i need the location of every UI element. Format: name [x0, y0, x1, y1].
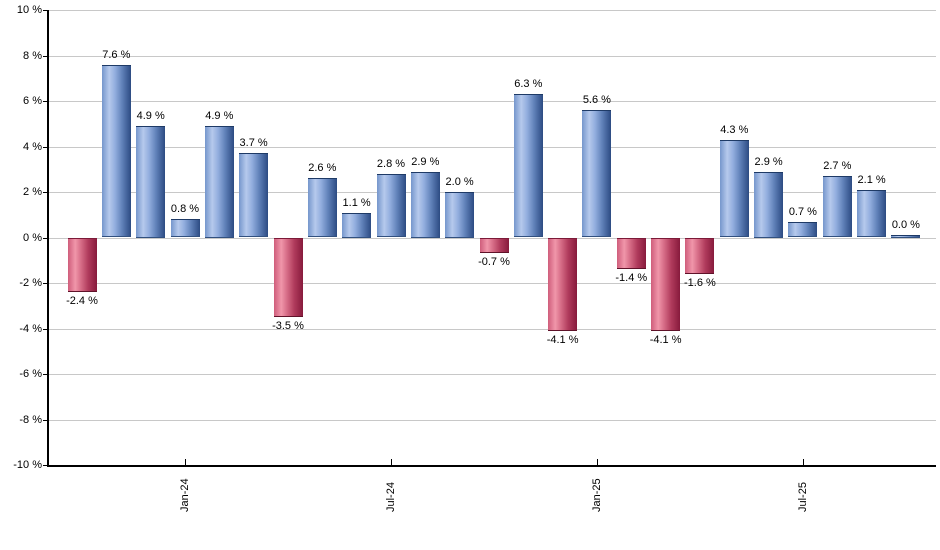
bar[interactable] [822, 176, 852, 238]
y-axis-tick-label: -2 % [19, 277, 42, 289]
bar[interactable] [857, 189, 887, 238]
bar[interactable] [101, 64, 131, 238]
x-axis-tick [802, 459, 804, 467]
bar-value-label: 6.3 % [514, 78, 543, 91]
y-axis-tick [43, 237, 48, 239]
bar[interactable] [548, 237, 578, 331]
bar[interactable] [513, 94, 543, 238]
bar[interactable] [204, 126, 234, 238]
bar[interactable] [273, 237, 303, 318]
gridline [48, 374, 936, 375]
bar[interactable] [67, 237, 97, 293]
y-axis-tick [43, 328, 48, 330]
bar-value-label: 4.9 % [205, 110, 234, 122]
bar-value-label: -1.6 % [683, 276, 716, 289]
bar-value-label: 4.9 % [136, 110, 165, 122]
bar[interactable] [136, 126, 166, 238]
bar[interactable] [788, 221, 818, 238]
bar-value-label: 2.9 % [411, 155, 440, 168]
bar-value-label: -4.1 % [649, 333, 682, 346]
y-axis-tick-label: -10 % [13, 459, 42, 471]
bar[interactable] [616, 237, 646, 270]
y-axis-tick [43, 10, 48, 11]
bar[interactable] [685, 237, 715, 274]
y-axis-tick [43, 374, 48, 375]
bar[interactable] [376, 173, 406, 238]
y-axis-line [47, 10, 49, 467]
y-axis-tick-label: 10 % [16, 4, 42, 16]
y-axis-tick-label: -8 % [19, 413, 42, 426]
y-axis-tick [43, 283, 48, 284]
bar-value-label: -4.1 % [546, 333, 579, 346]
x-axis-tick-label: Jan-25 [590, 478, 603, 512]
gridline [48, 192, 936, 193]
bar-value-label: -1.4 % [615, 272, 648, 285]
bar-value-label: -2.4 % [66, 295, 98, 308]
bar[interactable] [582, 110, 612, 238]
bar-value-label: 5.6 % [582, 94, 611, 107]
y-axis-tick-label: 2 % [23, 186, 42, 198]
x-axis-tick [596, 459, 598, 467]
x-axis-tick-label: Jan-24 [179, 478, 191, 512]
bar[interactable] [342, 212, 372, 238]
gridline [48, 328, 936, 330]
x-axis-tick [185, 459, 186, 467]
bar[interactable] [170, 219, 200, 238]
bar[interactable] [239, 153, 269, 238]
gridline [48, 55, 936, 57]
gridline [48, 146, 936, 148]
bar-value-label: 2.9 % [754, 155, 783, 168]
x-axis-tick-label: Jul-25 [796, 482, 809, 512]
bar-value-label: 0.0 % [891, 218, 920, 231]
x-axis-tick [391, 459, 392, 467]
x-axis-line [47, 465, 936, 467]
bar[interactable] [719, 139, 749, 238]
gridline [48, 419, 936, 421]
bar-value-label: 0.7 % [788, 205, 817, 218]
bar[interactable] [410, 171, 440, 238]
y-axis-tick-label: 8 % [23, 49, 42, 62]
bar[interactable] [651, 237, 681, 331]
bar[interactable] [445, 192, 475, 238]
bar-value-label: -0.7 % [478, 256, 510, 269]
bar-value-label: 2.1 % [857, 173, 886, 186]
bar[interactable] [307, 178, 337, 238]
y-axis-tick [43, 55, 48, 57]
bar-value-label: -3.5 % [272, 320, 304, 333]
y-axis-tick-label: 6 % [23, 95, 42, 107]
y-axis-tick [43, 146, 48, 148]
y-axis-tick-label: 0 % [23, 231, 42, 244]
y-axis-tick [43, 101, 48, 102]
bar-value-label: 2.7 % [823, 160, 852, 173]
bar-value-label: 3.7 % [239, 137, 268, 150]
bar-value-label: 2.0 % [445, 176, 474, 188]
gridline [48, 101, 936, 102]
y-axis-tick-label: -6 % [19, 368, 42, 380]
y-axis-tick-label: -4 % [19, 322, 42, 335]
y-axis-tick [43, 192, 48, 193]
bar-value-label: 1.1 % [342, 196, 371, 209]
y-axis-tick [43, 419, 48, 421]
bar-value-label: 7.6 % [102, 48, 131, 61]
bar[interactable] [479, 237, 509, 254]
bar-value-label: 4.3 % [720, 123, 749, 136]
y-axis-tick [43, 465, 48, 466]
gridline [48, 283, 936, 284]
bar-value-label: 0.8 % [170, 203, 200, 216]
bar[interactable] [891, 234, 921, 238]
gridline [48, 10, 936, 11]
x-axis-tick-label: Jul-24 [385, 482, 397, 512]
bar[interactable] [754, 171, 784, 238]
bar-value-label: 2.8 % [376, 157, 406, 170]
bar-value-label: 2.6 % [308, 162, 337, 175]
y-axis-tick-label: 4 % [23, 140, 42, 153]
